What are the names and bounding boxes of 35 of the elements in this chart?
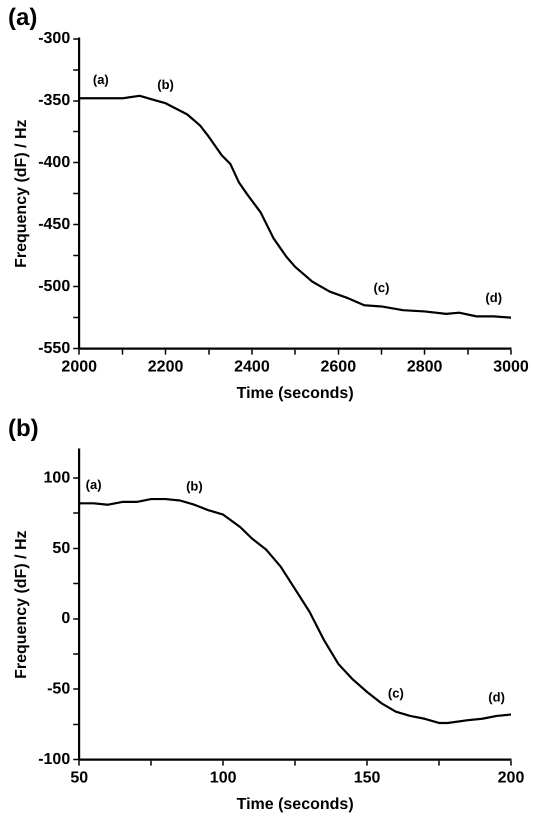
x-tick-label: 2400 (234, 358, 270, 376)
chart-title: (a) (8, 4, 38, 32)
x-tick-label: 50 (70, 770, 88, 787)
chart-title: (b) (8, 415, 39, 442)
x-tick-label: 100 (210, 770, 237, 787)
y-tick-label: 100 (44, 469, 70, 486)
annotation: (d) (485, 290, 502, 305)
y-tick-label: 0 (61, 610, 70, 628)
y-tick-label: 50 (52, 540, 70, 557)
x-tick-label: 2000 (61, 358, 98, 376)
annotation: (c) (388, 685, 404, 700)
y-axis-title: Frequency (dF) / Hz (13, 119, 30, 268)
y-tick-label: -350 (38, 92, 70, 110)
annotation: (a) (86, 476, 102, 492)
y-tick-label: -450 (38, 216, 70, 234)
annotation: (b) (186, 478, 203, 494)
y-tick-label: -550 (38, 340, 70, 358)
y-tick-label: -300 (38, 30, 70, 48)
x-tick-label: 2800 (406, 358, 443, 376)
y-tick-label: -100 (38, 751, 70, 768)
y-axis-title: Frequency (dF) / Hz (13, 530, 30, 679)
annotation: (a) (92, 72, 109, 87)
x-axis-title: Time (seconds) (236, 384, 354, 402)
x-tick-label: 3000 (493, 358, 529, 376)
x-tick-label: 150 (354, 770, 381, 787)
y-tick-label: -50 (47, 680, 70, 698)
y-tick-label: -500 (38, 278, 70, 296)
annotation: (d) (488, 690, 505, 705)
annotation: (c) (374, 280, 390, 296)
annotation: (b) (157, 76, 174, 92)
x-tick-label: 2600 (320, 358, 356, 376)
x-tick-label: 2200 (148, 358, 184, 376)
x-tick-label: 200 (498, 770, 524, 787)
x-axis-title: Time (seconds) (236, 796, 354, 813)
y-tick-label: -400 (38, 154, 70, 172)
